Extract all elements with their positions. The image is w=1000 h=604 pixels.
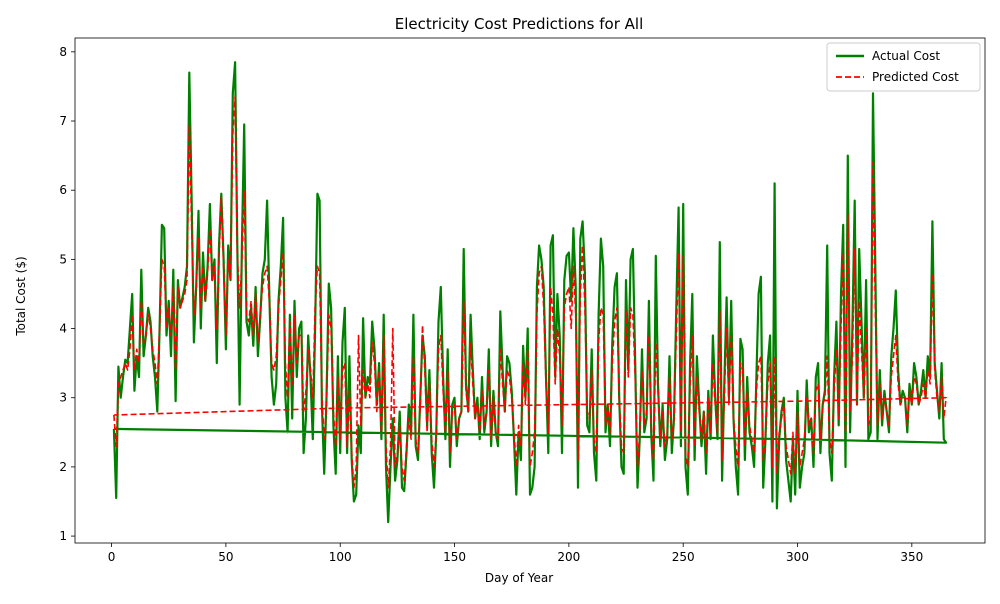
x-tick-label: 100 xyxy=(329,550,352,564)
y-tick-label: 6 xyxy=(59,183,67,197)
plot-frame xyxy=(74,37,986,544)
legend: Actual Cost Predicted Cost xyxy=(826,42,981,92)
x-tick-label: 300 xyxy=(786,550,809,564)
y-tick-label: 4 xyxy=(59,322,67,336)
x-axis-ticks: 0 50 100 150 200 250 300 350 xyxy=(108,543,923,564)
y-tick-label: 3 xyxy=(59,391,67,405)
x-tick-label: 250 xyxy=(672,550,695,564)
y-tick-label: 5 xyxy=(59,252,67,266)
plot-lines xyxy=(112,61,948,524)
legend-predicted-label: Predicted Cost xyxy=(872,70,959,84)
y-axis-ticks: 1 2 3 4 5 6 7 8 xyxy=(59,45,75,543)
x-tick-label: 350 xyxy=(900,550,923,564)
y-tick-label: 7 xyxy=(59,114,67,128)
x-axis-label: Day of Year xyxy=(485,571,553,585)
y-tick-label: 2 xyxy=(59,460,67,474)
series-line-predicted-cost xyxy=(113,96,947,489)
y-tick-label: 8 xyxy=(59,45,67,59)
x-tick-label: 50 xyxy=(218,550,233,564)
y-axis-label: Total Cost ($) xyxy=(14,256,28,336)
x-tick-label: 150 xyxy=(443,550,466,564)
y-tick-label: 1 xyxy=(59,529,67,543)
x-tick-label: 200 xyxy=(557,550,580,564)
legend-actual-label: Actual Cost xyxy=(872,49,940,63)
x-tick-label: 0 xyxy=(108,550,116,564)
legend-box xyxy=(826,42,981,92)
chart-title: Electricity Cost Predictions for All xyxy=(395,15,643,33)
